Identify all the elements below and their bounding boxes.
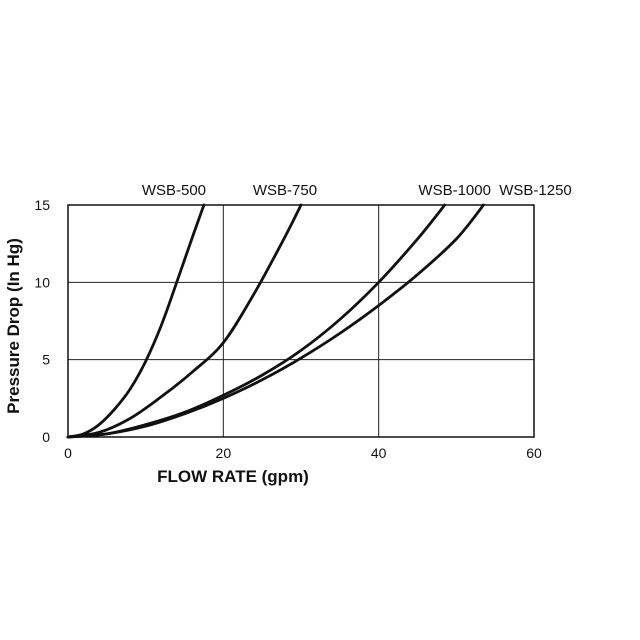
x-tick-labels: 0 20 40 60 bbox=[64, 445, 542, 461]
y-tick-labels: 0 5 10 15 bbox=[34, 197, 50, 445]
series-label-wsb-1250: WSB-1250 bbox=[499, 182, 572, 199]
y-axis-title: Pressure Drop (In Hg) bbox=[4, 238, 23, 414]
plot-frame bbox=[67, 204, 535, 438]
series-labels: WSB-500 WSB-750 WSB-1000 WSB-1250 bbox=[142, 182, 572, 199]
y-tick-label: 10 bbox=[34, 274, 50, 290]
series-label-wsb-500: WSB-500 bbox=[142, 182, 206, 199]
x-tick-label: 0 bbox=[64, 445, 72, 461]
series-line-wsb-750 bbox=[66, 203, 303, 439]
series-line-wsb-1000 bbox=[66, 203, 447, 439]
series-line-wsb-1250 bbox=[66, 203, 485, 439]
x-tick-label: 60 bbox=[526, 445, 542, 461]
grid-lines bbox=[68, 205, 534, 437]
series-label-wsb-1000: WSB-1000 bbox=[418, 182, 491, 199]
y-tick-label: 0 bbox=[42, 429, 50, 445]
x-axis-title: FLOW RATE (gpm) bbox=[157, 467, 309, 486]
series-label-wsb-750: WSB-750 bbox=[253, 182, 317, 199]
x-tick-label: 40 bbox=[371, 445, 387, 461]
y-tick-label: 15 bbox=[34, 197, 50, 213]
y-tick-label: 5 bbox=[42, 352, 50, 368]
x-tick-label: 20 bbox=[216, 445, 232, 461]
series-line-wsb-500 bbox=[66, 203, 206, 439]
series-curves bbox=[66, 203, 485, 439]
